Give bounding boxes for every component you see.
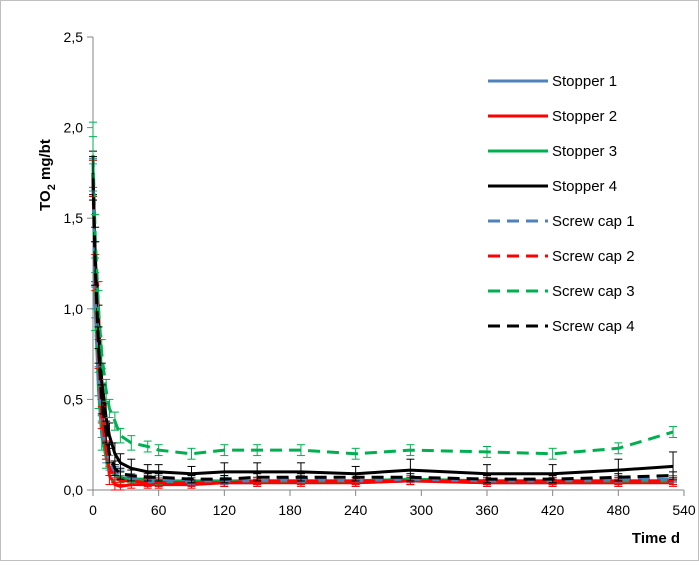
series-8 xyxy=(89,156,678,484)
y-tick-label: 0,5 xyxy=(64,391,84,407)
y-axis-label: TO2 mg/bt xyxy=(37,139,58,211)
x-tick-label: 120 xyxy=(213,502,237,518)
axes: 0,0 0,5 1,0 1,5 2,0 2,5 0 60 120 180 240 300 360 420 4… xyxy=(64,29,696,518)
x-tick-label: 180 xyxy=(278,502,302,518)
legend-item: Screw cap 1 xyxy=(488,213,635,230)
series-line xyxy=(91,172,674,476)
legend-label: Stopper 2 xyxy=(552,108,617,125)
legend-item: Stopper 1 xyxy=(488,73,617,90)
legend-item: Stopper 4 xyxy=(488,178,617,195)
legend-label: Screw cap 1 xyxy=(552,213,635,230)
x-axis-label: Time d xyxy=(632,530,680,547)
legend-label: Screw cap 2 xyxy=(552,248,635,265)
x-tick-label: 360 xyxy=(475,502,499,518)
series-group xyxy=(89,121,678,491)
legend-label: Stopper 1 xyxy=(552,73,617,90)
x-tick-label: 0 xyxy=(89,502,97,518)
y-tick-label: 1,5 xyxy=(64,210,84,226)
series-line xyxy=(91,154,674,456)
x-tick-label: 540 xyxy=(672,502,696,518)
y-tick-label: 2,0 xyxy=(64,120,84,136)
series-line xyxy=(91,178,674,485)
legend-item: Screw cap 2 xyxy=(488,248,635,265)
y-tick-label: 0,0 xyxy=(64,482,84,498)
x-tick-label: 240 xyxy=(344,502,368,518)
legend: Stopper 1 Stopper 2 Stopper 3 Stopper 4 Scre… xyxy=(488,73,635,335)
y-tick-label: 2,5 xyxy=(64,29,84,45)
legend-item: Stopper 3 xyxy=(488,143,617,160)
y-tick-label: 1,0 xyxy=(64,301,84,317)
x-tick-label: 420 xyxy=(541,502,565,518)
legend-item: Screw cap 3 xyxy=(488,283,635,300)
legend-label: Stopper 4 xyxy=(552,178,617,195)
x-tick-label: 480 xyxy=(607,502,631,518)
legend-label: Screw cap 3 xyxy=(552,283,635,300)
legend-item: Screw cap 4 xyxy=(488,318,635,335)
legend-item: Stopper 2 xyxy=(488,108,617,125)
legend-label: Stopper 3 xyxy=(552,143,617,160)
x-tick-label: 60 xyxy=(151,502,167,518)
legend-label: Screw cap 4 xyxy=(552,318,635,335)
series-line xyxy=(91,178,674,481)
x-tick-label: 300 xyxy=(410,502,434,518)
